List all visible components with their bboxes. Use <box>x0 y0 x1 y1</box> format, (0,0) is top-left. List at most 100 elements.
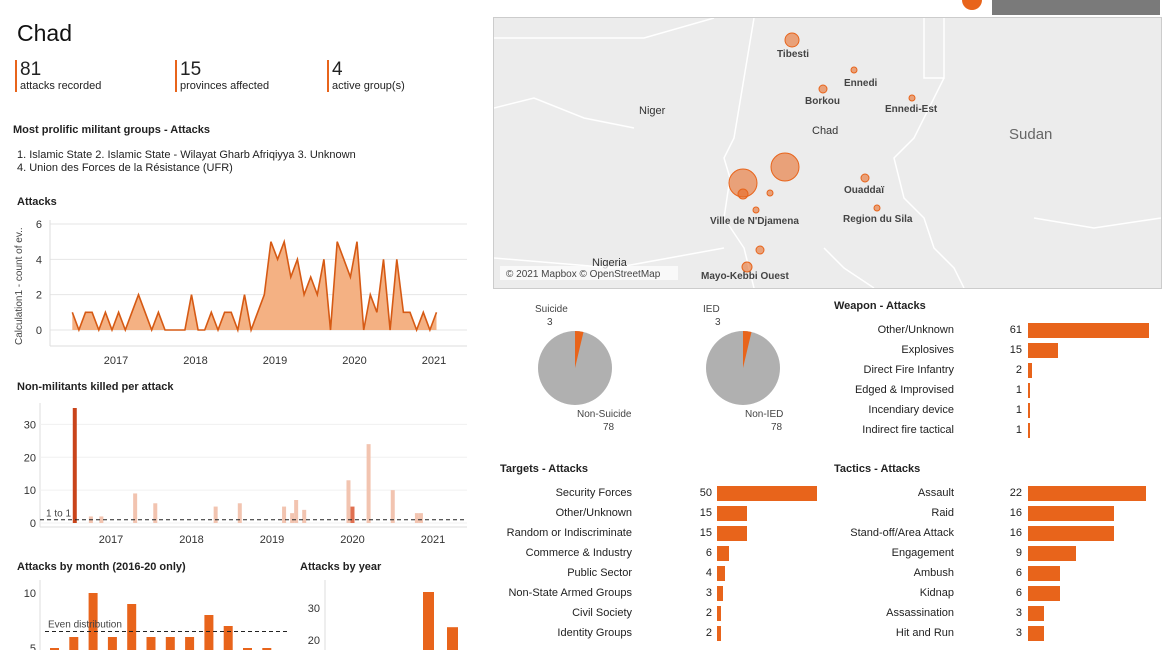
weapon-label: Indirect fire tactical <box>862 424 954 436</box>
map-bubble-ennedi-est[interactable] <box>908 94 916 102</box>
killed-reference-label: 1 to 1 <box>46 509 71 520</box>
killed-xtick: 2020 <box>340 534 364 546</box>
top-grey-button[interactable] <box>992 0 1160 15</box>
map-label-tibesti: Tibesti <box>777 49 809 60</box>
weapon-value: 15 <box>1009 344 1022 356</box>
targets-bar[interactable] <box>717 486 817 501</box>
kpi-attacks-label: attacks recorded <box>20 80 102 92</box>
killed-bar <box>72 408 77 523</box>
killed-bar <box>414 513 419 523</box>
month-bar <box>88 593 98 650</box>
map-bubble-mayo-2[interactable] <box>741 261 753 273</box>
tactics-bar[interactable] <box>1028 486 1146 501</box>
map-bubble-tibesti[interactable] <box>784 32 800 48</box>
killed-bar <box>213 506 218 523</box>
targets-bar[interactable] <box>717 506 747 521</box>
targets-label: Other/Unknown <box>555 507 632 519</box>
ied-value: 3 <box>715 317 721 328</box>
targets-bar[interactable] <box>717 626 721 641</box>
killed-bar <box>418 513 423 523</box>
tactics-label: Kidnap <box>919 587 954 599</box>
map-panel[interactable]: Niger Chad Sudan Nigeria Tibesti Ennedi … <box>493 17 1162 289</box>
month-bar <box>127 604 137 650</box>
targets-label: Commerce & Industry <box>525 547 632 559</box>
attacks-area-chart: Calculation1 - count of ev.. 0 2 4 6 2017 201… <box>14 219 467 367</box>
month-bar <box>243 648 252 650</box>
map-country-niger: Niger <box>639 105 666 117</box>
month-ytick: 10 <box>24 588 36 600</box>
targets-value: 50 <box>699 487 712 499</box>
weapon-bar[interactable] <box>1028 363 1032 378</box>
tactics-bar[interactable] <box>1028 626 1045 641</box>
targets-bar[interactable] <box>717 526 747 541</box>
weapon-label: Incendiary device <box>868 404 954 416</box>
killed-bar-chart: 0 10 20 30 1 to 1 2017 2018 2019 2020 2021 <box>24 403 467 546</box>
attacks-ytick: 4 <box>36 254 42 266</box>
map-bubble-small-1[interactable] <box>766 189 774 197</box>
tactics-label: Engagement <box>891 547 954 559</box>
attacks-xtick: 2018 <box>183 355 207 367</box>
map-bubble-lake[interactable] <box>770 152 800 182</box>
map-bubble-ndjamena[interactable] <box>737 188 749 200</box>
year-ytick: 20 <box>308 635 320 647</box>
weapon-value: 2 <box>1015 364 1022 376</box>
targets-bar[interactable] <box>717 586 723 601</box>
killed-xtick: 2018 <box>179 534 203 546</box>
attacks-xtick: 2017 <box>104 355 128 367</box>
targets-value: 15 <box>699 527 712 539</box>
month-reference-label: Even distribution <box>48 620 122 631</box>
kpi-groups: 4 active group(s) <box>327 60 405 92</box>
targets-bar[interactable] <box>717 606 721 621</box>
groups-line-2: 4. Union des Forces de la Résistance (UF… <box>17 162 233 174</box>
map-country-sudan: Sudan <box>1009 126 1052 143</box>
year-bar <box>447 627 458 650</box>
map-bubble-ouaddai[interactable] <box>860 173 870 183</box>
kpi-attacks-value: 81 <box>20 59 42 80</box>
map-bubble-borkou[interactable] <box>818 84 828 94</box>
map-attribution: © 2021 Mapbox © OpenStreetMap <box>506 269 661 280</box>
suicide-rest-label: Non-Suicide <box>577 409 632 420</box>
killed-ytick: 30 <box>24 419 36 431</box>
weapon-label: Edged & Improvised <box>854 384 954 396</box>
tactics-value: 3 <box>1015 627 1022 639</box>
weapon-bar[interactable] <box>1028 403 1030 418</box>
map-bubble-sila[interactable] <box>873 204 881 212</box>
targets-value: 4 <box>705 567 712 579</box>
groups-title: Most prolific militant groups - Attacks <box>13 124 210 136</box>
suicide-value: 3 <box>547 317 553 328</box>
month-bar <box>69 637 79 650</box>
tactics-bar[interactable] <box>1028 566 1061 581</box>
tactics-value: 16 <box>1009 507 1022 519</box>
targets-bar[interactable] <box>717 546 729 561</box>
weapon-bar[interactable] <box>1028 383 1030 398</box>
tactics-bar[interactable] <box>1028 506 1114 521</box>
weapon-bar[interactable] <box>1028 323 1149 338</box>
targets-label: Public Sector <box>567 567 632 579</box>
killed-ytick: 10 <box>24 485 36 497</box>
weapon-bar[interactable] <box>1028 423 1030 438</box>
tactics-bar[interactable] <box>1028 546 1077 561</box>
map-bubble-ennedi[interactable] <box>850 66 858 74</box>
map-bubble-small-2[interactable] <box>752 206 760 214</box>
tactics-bar[interactable] <box>1028 586 1061 601</box>
tactics-bar[interactable] <box>1028 606 1045 621</box>
month-bar <box>204 615 214 650</box>
weapon-value: 1 <box>1015 404 1022 416</box>
map-country-chad: Chad <box>812 125 838 137</box>
killed-bar <box>99 516 104 523</box>
top-accent-dot <box>962 0 982 10</box>
map-label-borkou: Borkou <box>805 96 840 107</box>
targets-value: 2 <box>705 607 712 619</box>
tactics-bar[interactable] <box>1028 526 1114 541</box>
killed-bar <box>133 493 138 523</box>
attacks-xtick: 2019 <box>263 355 287 367</box>
map-label-ndjamena: Ville de N'Djamena <box>710 216 799 227</box>
targets-bar[interactable] <box>717 566 725 581</box>
map-bubble-mayo-1[interactable] <box>755 245 765 255</box>
killed-bar <box>350 506 355 523</box>
killed-bar <box>302 509 307 523</box>
killed-bar <box>237 503 242 523</box>
killed-bar <box>366 444 371 523</box>
weapon-bar[interactable] <box>1028 343 1058 358</box>
targets-value: 2 <box>705 627 712 639</box>
